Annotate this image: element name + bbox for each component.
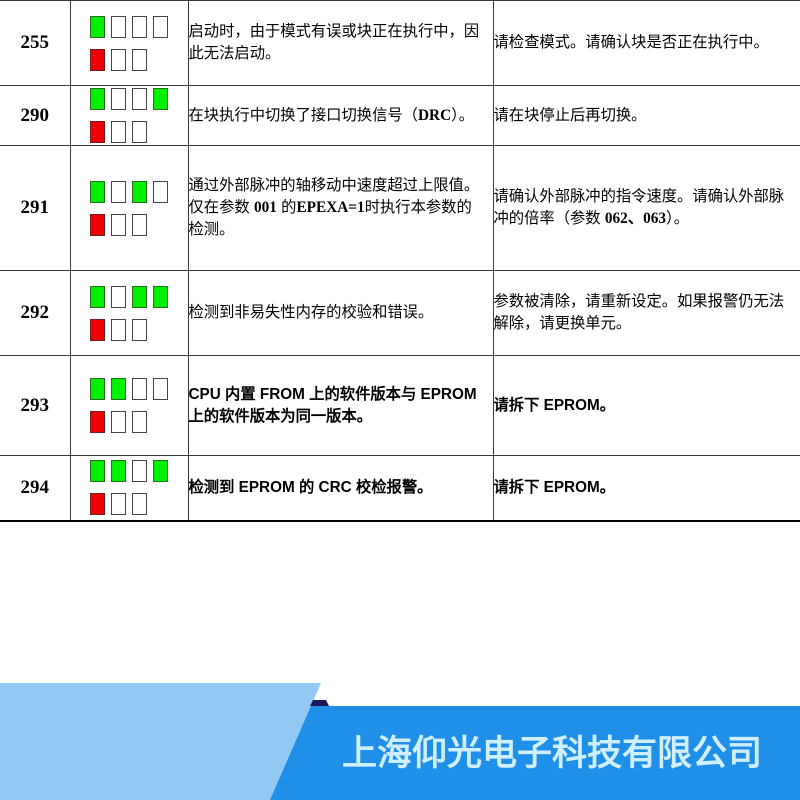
svg-text:上海仰光电子科技有限公司: 上海仰光电子科技有限公司 — [342, 734, 762, 773]
